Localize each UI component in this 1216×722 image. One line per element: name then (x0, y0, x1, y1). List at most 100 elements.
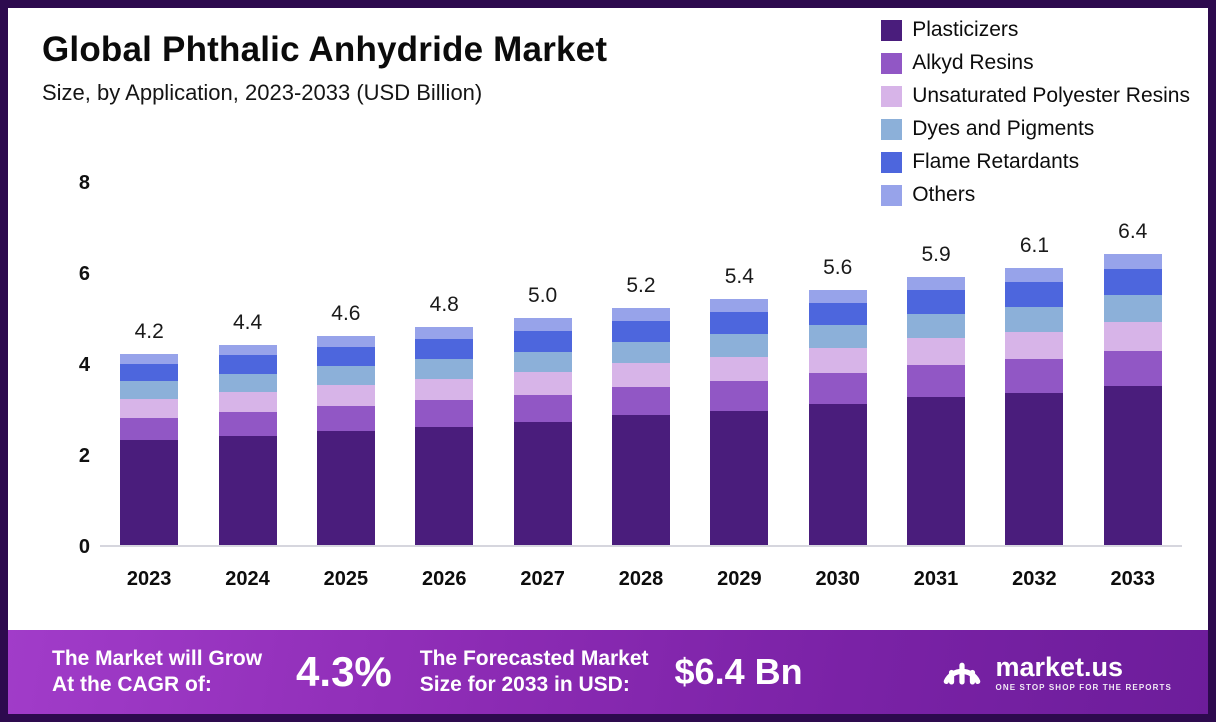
y-tick-label: 0 (78, 536, 90, 558)
bar-segment-others (1103, 253, 1162, 269)
bar-segment-unsaturated-polyester-resins (316, 385, 375, 407)
bar-segment-flame-retardants (1005, 281, 1064, 307)
bar-segment-others (316, 335, 375, 348)
bar-segment-others (513, 317, 572, 332)
bar-segment-dyes-and-pigments (1005, 306, 1064, 332)
legend-swatch (881, 151, 903, 173)
bar-segment-plasticizers (1005, 392, 1064, 545)
bar-segment-unsaturated-polyester-resins (710, 356, 769, 382)
bar-stack (710, 299, 769, 545)
bar-group-2024: 4.4 (198, 183, 296, 545)
market-us-logo-icon (944, 662, 981, 685)
bar-segment-dyes-and-pigments (316, 366, 375, 386)
brand-text: market.us ONE STOP SHOP FOR THE REPORTS (995, 653, 1172, 692)
bar-group-2031: 5.9 (887, 183, 985, 545)
plot-area: 4.2 4.4 4.6 4.8 5.0 5.2 5.4 5.6 5.9 6.1 6.4 (100, 183, 1182, 547)
bar-segment-plasticizers (415, 426, 474, 545)
x-label-2030: 2030 (815, 568, 860, 590)
legend-item-plasticizers: Plasticizers (881, 18, 1190, 42)
bar-segment-others (415, 326, 474, 340)
bar-segment-alkyd-resins (1103, 350, 1162, 386)
cagr-value: 4.3% (296, 648, 392, 695)
bar-segment-unsaturated-polyester-resins (513, 372, 572, 395)
bar-segment-dyes-and-pigments (120, 381, 179, 399)
forecast-label-line1: The Forecasted Market (419, 647, 649, 670)
bar-segment-unsaturated-polyester-resins (611, 363, 670, 388)
bar-segment-unsaturated-polyester-resins (415, 378, 474, 401)
bar-segment-alkyd-resins (120, 417, 179, 441)
bar-total-label: 5.9 (921, 242, 951, 266)
bar-total-label: 6.1 (1019, 233, 1050, 257)
x-label-2031: 2031 (913, 568, 959, 590)
forecast-value: $6.4 Bn (674, 651, 803, 692)
cagr-label-line1: The Market will Grow (52, 647, 263, 670)
bar-segment-dyes-and-pigments (710, 334, 769, 357)
bar-total-label: 5.0 (528, 283, 558, 307)
legend: Plasticizers Alkyd Resins Unsaturated Poly… (881, 18, 1190, 207)
legend-swatch (881, 85, 903, 107)
legend-swatch (881, 118, 903, 140)
bar-segment-flame-retardants (808, 302, 867, 326)
bar-segment-others (907, 276, 966, 290)
bar-segment-alkyd-resins (710, 381, 769, 411)
page-title: Global Phthalic Anhydride Market (42, 30, 608, 69)
bar-segment-unsaturated-polyester-resins (218, 391, 277, 412)
bar-total-label: 5.4 (724, 265, 754, 289)
bar-segment-flame-retardants (513, 331, 572, 352)
legend-label: Dyes and Pigments (912, 117, 1095, 140)
bar-segment-alkyd-resins (907, 364, 966, 398)
bar-segment-dyes-and-pigments (415, 358, 474, 379)
bar-segment-unsaturated-polyester-resins (1103, 321, 1162, 351)
bar-total-label: 5.2 (626, 274, 656, 298)
chart-header: Global Phthalic Anhydride Market Size, b… (42, 30, 607, 106)
bar-segment-plasticizers (218, 435, 277, 545)
bar-segment-alkyd-resins (218, 411, 277, 436)
bar-group-2033: 6.4 (1084, 183, 1182, 545)
bar-segment-flame-retardants (415, 339, 474, 359)
bar-segment-others (218, 344, 277, 356)
bar-segment-flame-retardants (218, 355, 277, 374)
bar-stack (907, 276, 966, 545)
y-tick-label: 6 (78, 263, 90, 285)
x-axis: 2023 2024 2025 2026 2027 2028 2029 2030 2031 2032… (100, 568, 1182, 591)
bar-segment-plasticizers (1103, 385, 1162, 545)
bar-stack (1103, 253, 1162, 545)
legend-label: Flame Retardants (912, 150, 1080, 173)
bar-segment-dyes-and-pigments (218, 373, 277, 392)
x-label-2028: 2028 (618, 568, 664, 590)
bar-group-2025: 4.6 (297, 183, 395, 545)
bar-group-2023: 4.2 (100, 183, 198, 545)
bar-total-label: 6.4 (1118, 219, 1148, 243)
page-subtitle: Size, by Application, 2023-2033 (USD Bil… (42, 80, 483, 105)
legend-label: Alkyd Resins (912, 51, 1034, 74)
legend-item-alkyd-resins: Alkyd Resins (881, 51, 1190, 75)
bar-stack (120, 353, 179, 545)
bar-segment-flame-retardants (120, 363, 179, 382)
bar-stack (611, 308, 670, 545)
bar-stack (218, 344, 277, 545)
bar-segment-dyes-and-pigments (808, 325, 867, 348)
bar-segment-plasticizers (808, 403, 867, 545)
bar-segment-others (808, 290, 867, 303)
cagr-label-line2: At the CAGR of: (52, 673, 212, 696)
bar-segment-alkyd-resins (415, 400, 474, 427)
bar-segment-unsaturated-polyester-resins (808, 348, 867, 374)
legend-item-dyes-and-pigments: Dyes and Pigments (881, 117, 1190, 141)
bar-stack (415, 326, 474, 545)
brand-logo: market.us ONE STOP SHOP FOR THE REPORTS (939, 649, 1172, 695)
bar-total-label: 4.6 (331, 301, 361, 325)
y-tick-label: 4 (78, 354, 90, 376)
bar-group-2027: 5.0 (493, 183, 591, 545)
bar-segment-plasticizers (907, 397, 966, 545)
x-label-2027: 2027 (520, 568, 565, 590)
bar-segment-flame-retardants (710, 312, 769, 335)
bar-group-2028: 5.2 (592, 183, 690, 545)
bar-stack (808, 290, 867, 545)
x-label-2025: 2025 (323, 568, 369, 590)
bar-segment-plasticizers (316, 431, 375, 545)
bar-segment-alkyd-resins (808, 373, 867, 404)
bar-segment-alkyd-resins (316, 406, 375, 432)
cagr-label: The Market will Grow At the CAGR of: (52, 646, 262, 698)
y-tick-label: 2 (78, 445, 90, 467)
